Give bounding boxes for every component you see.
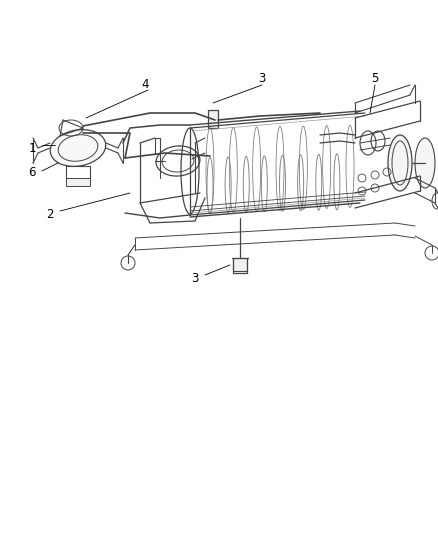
- Text: 6: 6: [28, 166, 35, 180]
- Text: 4: 4: [141, 78, 148, 92]
- Bar: [233, 258, 247, 271]
- Text: 3: 3: [191, 271, 198, 285]
- Ellipse shape: [414, 138, 434, 188]
- Text: 2: 2: [46, 208, 53, 222]
- Ellipse shape: [387, 135, 411, 191]
- Ellipse shape: [50, 130, 106, 166]
- Text: 1: 1: [28, 141, 35, 155]
- Bar: [208, 110, 218, 128]
- Text: 3: 3: [258, 71, 265, 85]
- Text: 5: 5: [371, 71, 378, 85]
- Bar: [66, 178, 90, 186]
